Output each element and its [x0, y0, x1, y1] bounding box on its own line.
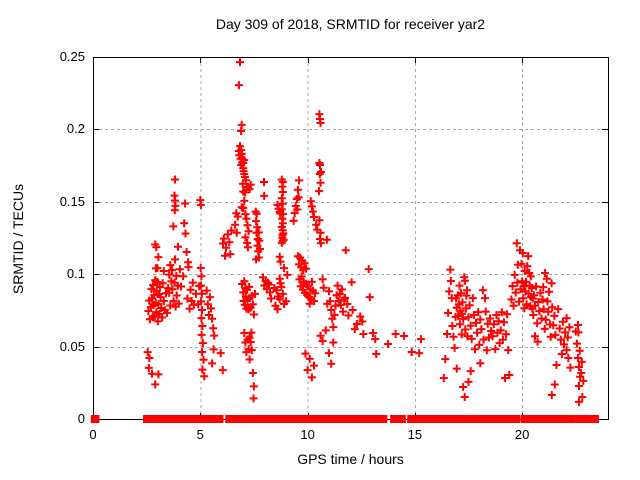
- zero-line-points: [156, 415, 173, 423]
- zero-line-points: [304, 415, 324, 423]
- zero-line-points: [466, 415, 482, 423]
- zero-line-points: [356, 415, 367, 423]
- y-tick-label: 0.1: [66, 266, 85, 282]
- x-tick-label: 0: [89, 427, 97, 442]
- zero-line-points: [262, 415, 281, 423]
- x-tick-label: 10: [300, 427, 315, 442]
- zero-line-points: [547, 415, 562, 423]
- zero-line-points: [346, 415, 359, 423]
- zero-line-points: [365, 415, 379, 423]
- zero-line-points: [275, 415, 289, 423]
- chart-title: Day 309 of 2018, SRMTID for receiver yar…: [215, 16, 486, 32]
- x-tick-label: 15: [407, 427, 423, 442]
- zero-line-points: [461, 415, 472, 423]
- y-tick-label: 0.15: [59, 193, 85, 209]
- zero-line-points: [194, 415, 208, 423]
- zero-line-points: [298, 415, 310, 423]
- zero-line-points: [318, 415, 330, 423]
- data-points: [143, 58, 588, 406]
- zero-line-points: [520, 415, 532, 423]
- zero-line-points: [590, 415, 599, 423]
- zero-line-points: [505, 415, 521, 423]
- y-tick-label: 0.05: [59, 338, 85, 354]
- zero-line-points: [407, 415, 457, 423]
- zero-line-points: [214, 415, 224, 423]
- zero-line-points: [498, 415, 508, 423]
- zero-line-points: [556, 415, 566, 423]
- zero-line-points: [542, 415, 553, 423]
- zero-line-points: [171, 415, 198, 423]
- zero-line-points: [397, 415, 406, 423]
- zero-line-points: [477, 415, 487, 423]
- zero-line-points: [452, 415, 462, 423]
- plot-frame: [93, 57, 609, 420]
- zero-line-points: [288, 415, 298, 423]
- x-tick-label: 20: [514, 427, 530, 442]
- x-tick-label: 5: [196, 427, 204, 442]
- zero-line-points: [283, 415, 293, 423]
- zero-line-points: [481, 415, 493, 423]
- y-tick-label: 0: [77, 411, 85, 426]
- zero-line-points: [376, 415, 388, 423]
- zero-line-points: [143, 415, 162, 423]
- zero-line-points: [225, 415, 253, 423]
- y-tick-label: 0.2: [66, 121, 85, 137]
- zero-line-points: [488, 415, 504, 423]
- zero-line-points: [337, 415, 351, 423]
- x-axis-label: GPS time / hours: [297, 451, 404, 467]
- zero-line-points: [90, 415, 100, 423]
- zero-line-points: [561, 415, 575, 423]
- y-tick-label: 0.25: [59, 49, 85, 64]
- zero-line-points: [325, 415, 343, 423]
- zero-line-points: [247, 415, 268, 423]
- zero-line-points: [574, 415, 596, 423]
